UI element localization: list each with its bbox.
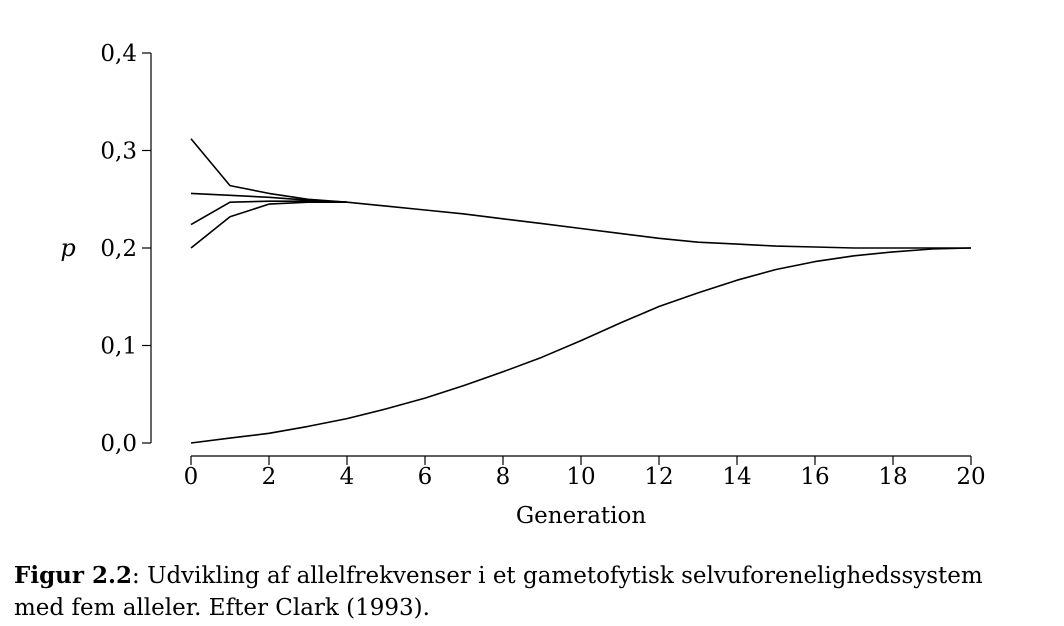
- caption-line-2: med fem alleler. Efter Clark (1993).: [14, 595, 430, 621]
- series-line-4: [190, 201, 347, 249]
- caption-text: : Udvikling af allelfrekvenser i et game…: [132, 563, 983, 589]
- x-tick-label: 16: [800, 464, 829, 490]
- figure-caption: Figur 2.2: Udvikling af allelfrekvenser …: [14, 560, 1059, 624]
- x-tick-label: 18: [878, 464, 907, 490]
- caption-label: Figur 2.2: [14, 562, 133, 589]
- x-tick-label: 6: [418, 464, 433, 490]
- x-tick-label: 2: [262, 464, 277, 490]
- x-axis-label: Generation: [516, 503, 647, 529]
- y-tick-label: 0,0: [100, 431, 137, 457]
- y-tick-label: 0,2: [100, 236, 137, 262]
- y-tick-label: 0,1: [100, 334, 137, 360]
- x-tick-label: 4: [340, 464, 355, 490]
- y-tick-label: 0,3: [100, 139, 137, 165]
- y-tick-label: 0,4: [100, 41, 137, 67]
- x-tick-label: 12: [644, 464, 673, 490]
- axes: 0,0 0,1 0,2 0,3 0,4 0 2 4 6 8 10 12 14 16 18 20: [100, 41, 985, 490]
- y-axis-label: p: [60, 234, 75, 262]
- x-tick-label: 8: [496, 464, 511, 490]
- x-tick-label: 20: [956, 464, 985, 490]
- series-line-1: [190, 138, 348, 203]
- series-line-5: [346, 201, 971, 249]
- chart: 0,0 0,1 0,2 0,3 0,4 0 2 4 6 8 10 12 14 16 18 20 p Gener…: [60, 41, 985, 529]
- series-line-6: [190, 247, 972, 444]
- series-group: [190, 138, 972, 444]
- x-tick-label: 0: [184, 464, 199, 490]
- x-tick-label: 14: [722, 464, 751, 490]
- x-tick-label: 10: [566, 464, 595, 490]
